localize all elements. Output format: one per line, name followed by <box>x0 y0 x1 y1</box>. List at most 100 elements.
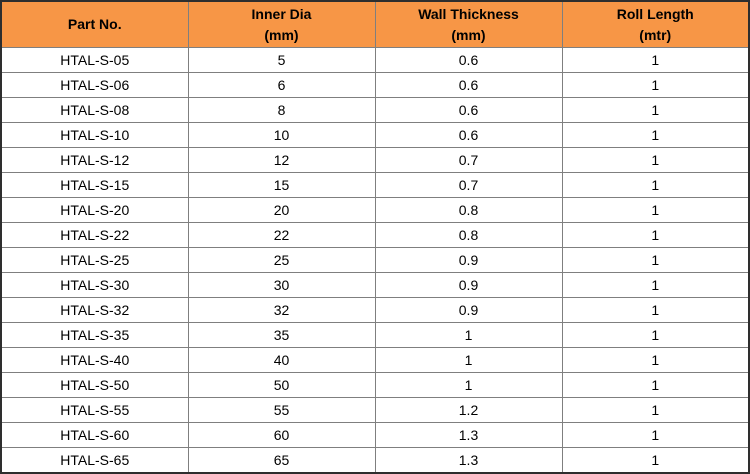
inner-dia-cell: 8 <box>187 97 376 123</box>
inner-dia-cell: 22 <box>187 222 376 248</box>
inner-dia-cell: 32 <box>187 297 376 323</box>
table-row: HTAL-S-60 60 1.3 1 <box>0 422 750 448</box>
wall-thickness-cell: 0.8 <box>374 197 563 223</box>
part-no-cell: HTAL-S-15 <box>0 172 189 198</box>
roll-length-cell: 1 <box>561 422 750 448</box>
table-header: Part No. Inner Dia (mm) Wall Thickness (… <box>0 0 750 48</box>
inner-dia-cell: 50 <box>187 372 376 398</box>
part-no-cell: HTAL-S-05 <box>0 47 189 73</box>
part-no-cell: HTAL-S-06 <box>0 72 189 98</box>
table-row: HTAL-S-22 22 0.8 1 <box>0 222 750 248</box>
table-row: HTAL-S-50 50 1 1 <box>0 372 750 398</box>
wall-thickness-cell: 1.2 <box>374 397 563 423</box>
header-roll-length-unit: (mtr) <box>639 26 672 43</box>
inner-dia-cell: 55 <box>187 397 376 423</box>
roll-length-cell: 1 <box>561 272 750 298</box>
wall-thickness-cell: 0.7 <box>374 147 563 173</box>
wall-thickness-cell: 0.6 <box>374 97 563 123</box>
part-no-cell: HTAL-S-32 <box>0 297 189 323</box>
wall-thickness-cell: 1 <box>374 347 563 373</box>
roll-length-cell: 1 <box>561 197 750 223</box>
part-no-cell: HTAL-S-20 <box>0 197 189 223</box>
roll-length-cell: 1 <box>561 322 750 348</box>
inner-dia-cell: 60 <box>187 422 376 448</box>
roll-length-cell: 1 <box>561 97 750 123</box>
part-no-cell: HTAL-S-35 <box>0 322 189 348</box>
header-inner-dia-unit: (mm) <box>264 26 299 43</box>
table-row: HTAL-S-32 32 0.9 1 <box>0 297 750 323</box>
table-row: HTAL-S-12 12 0.7 1 <box>0 147 750 173</box>
header-roll-length: Roll Length (mtr) <box>561 0 750 48</box>
part-no-cell: HTAL-S-55 <box>0 397 189 423</box>
header-row: Part No. Inner Dia (mm) Wall Thickness (… <box>0 0 750 48</box>
wall-thickness-cell: 0.6 <box>374 47 563 73</box>
header-wall-thickness-title: Wall Thickness <box>418 6 519 23</box>
wall-thickness-cell: 0.8 <box>374 222 563 248</box>
wall-thickness-cell: 0.6 <box>374 72 563 98</box>
table-row: HTAL-S-40 40 1 1 <box>0 347 750 373</box>
roll-length-cell: 1 <box>561 122 750 148</box>
header-roll-length-title: Roll Length <box>616 6 694 23</box>
part-no-cell: HTAL-S-50 <box>0 372 189 398</box>
header-inner-dia: Inner Dia (mm) <box>187 0 376 48</box>
inner-dia-cell: 12 <box>187 147 376 173</box>
roll-length-cell: 1 <box>561 297 750 323</box>
table-body: HTAL-S-05 5 0.6 1 HTAL-S-06 6 0.6 1 HTAL… <box>0 47 750 474</box>
part-no-cell: HTAL-S-10 <box>0 122 189 148</box>
roll-length-cell: 1 <box>561 247 750 273</box>
part-no-cell: HTAL-S-12 <box>0 147 189 173</box>
inner-dia-cell: 6 <box>187 72 376 98</box>
wall-thickness-cell: 0.6 <box>374 122 563 148</box>
table-row: HTAL-S-05 5 0.6 1 <box>0 47 750 73</box>
table-row: HTAL-S-08 8 0.6 1 <box>0 97 750 123</box>
inner-dia-cell: 15 <box>187 172 376 198</box>
wall-thickness-cell: 1 <box>374 322 563 348</box>
part-no-cell: HTAL-S-30 <box>0 272 189 298</box>
inner-dia-cell: 65 <box>187 447 376 474</box>
table-row: HTAL-S-65 65 1.3 1 <box>0 447 750 474</box>
inner-dia-cell: 20 <box>187 197 376 223</box>
inner-dia-cell: 40 <box>187 347 376 373</box>
part-no-cell: HTAL-S-40 <box>0 347 189 373</box>
roll-length-cell: 1 <box>561 347 750 373</box>
table-row: HTAL-S-15 15 0.7 1 <box>0 172 750 198</box>
wall-thickness-cell: 0.7 <box>374 172 563 198</box>
part-no-cell: HTAL-S-25 <box>0 247 189 273</box>
inner-dia-cell: 5 <box>187 47 376 73</box>
inner-dia-cell: 10 <box>187 122 376 148</box>
roll-length-cell: 1 <box>561 222 750 248</box>
part-no-cell: HTAL-S-65 <box>0 447 189 474</box>
part-no-cell: HTAL-S-22 <box>0 222 189 248</box>
roll-length-cell: 1 <box>561 72 750 98</box>
roll-length-cell: 1 <box>561 447 750 474</box>
roll-length-cell: 1 <box>561 47 750 73</box>
roll-length-cell: 1 <box>561 372 750 398</box>
roll-length-cell: 1 <box>561 397 750 423</box>
wall-thickness-cell: 1.3 <box>374 422 563 448</box>
inner-dia-cell: 35 <box>187 322 376 348</box>
wall-thickness-cell: 1.3 <box>374 447 563 474</box>
wall-thickness-cell: 0.9 <box>374 272 563 298</box>
inner-dia-cell: 25 <box>187 247 376 273</box>
wall-thickness-cell: 0.9 <box>374 247 563 273</box>
roll-length-cell: 1 <box>561 172 750 198</box>
part-no-cell: HTAL-S-60 <box>0 422 189 448</box>
table-row: HTAL-S-25 25 0.9 1 <box>0 247 750 273</box>
table-row: HTAL-S-06 6 0.6 1 <box>0 72 750 98</box>
header-inner-dia-title: Inner Dia <box>251 6 312 23</box>
wall-thickness-cell: 1 <box>374 372 563 398</box>
header-wall-thickness: Wall Thickness (mm) <box>374 0 563 48</box>
table-row: HTAL-S-55 55 1.2 1 <box>0 397 750 423</box>
table-row: HTAL-S-35 35 1 1 <box>0 322 750 348</box>
header-wall-thickness-unit: (mm) <box>451 26 486 43</box>
wall-thickness-cell: 0.9 <box>374 297 563 323</box>
part-no-cell: HTAL-S-08 <box>0 97 189 123</box>
inner-dia-cell: 30 <box>187 272 376 298</box>
table-row: HTAL-S-10 10 0.6 1 <box>0 122 750 148</box>
table-row: HTAL-S-30 30 0.9 1 <box>0 272 750 298</box>
table-row: HTAL-S-20 20 0.8 1 <box>0 197 750 223</box>
header-part-no: Part No. <box>0 0 189 48</box>
roll-length-cell: 1 <box>561 147 750 173</box>
header-part-no-title: Part No. <box>67 16 122 33</box>
